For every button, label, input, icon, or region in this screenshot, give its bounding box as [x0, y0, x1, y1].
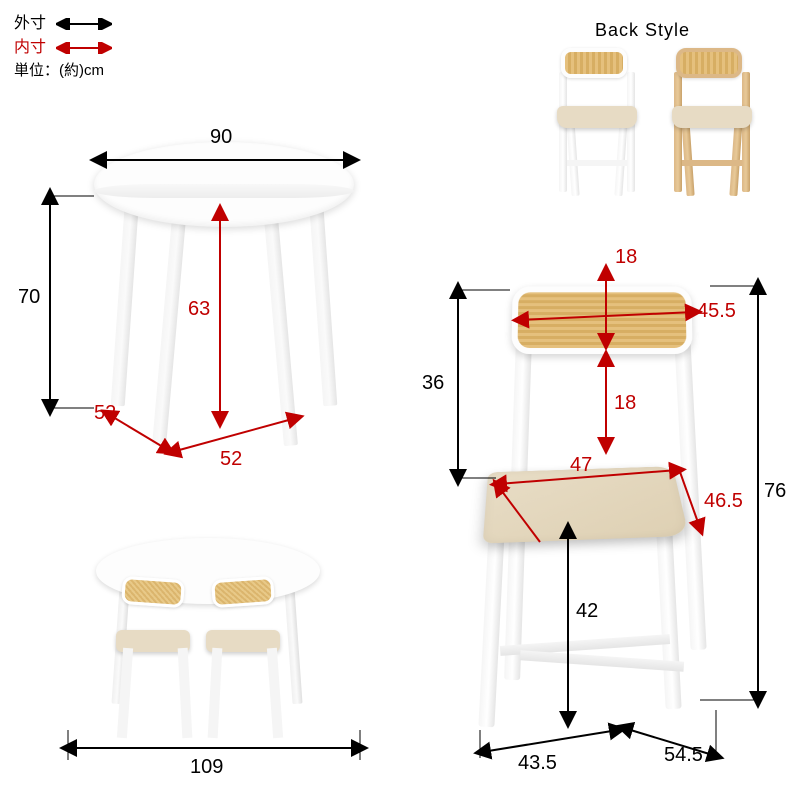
chair-back-w-label: 45.5	[697, 300, 736, 323]
chair-foot-d-label: 54.5	[664, 744, 703, 767]
back-style-title: Back Style	[595, 20, 690, 41]
chair-seat-d-label: 46.5	[704, 490, 743, 513]
table-diameter-label: 90	[210, 126, 232, 149]
chair-gap-label: 18	[614, 392, 636, 415]
table-height-label: 70	[18, 286, 40, 309]
table-leg-depth-label: 52	[94, 402, 116, 425]
table-set-diagram	[60, 520, 370, 750]
table-clearance-label: 63	[188, 298, 210, 321]
set-width-label: 109	[190, 756, 223, 779]
chair-back-seat-label: 36	[422, 372, 444, 395]
chair-foot-w-label: 43.5	[518, 752, 557, 775]
chair-back-h-label: 18	[615, 246, 637, 269]
chair-seat-h-label: 42	[576, 600, 598, 623]
chair-total-h-label: 76	[764, 480, 786, 503]
table-leg-width-label: 52	[220, 448, 242, 471]
table-dimension-arrows	[0, 0, 420, 470]
chair-seat-w-label: 47	[570, 454, 592, 477]
